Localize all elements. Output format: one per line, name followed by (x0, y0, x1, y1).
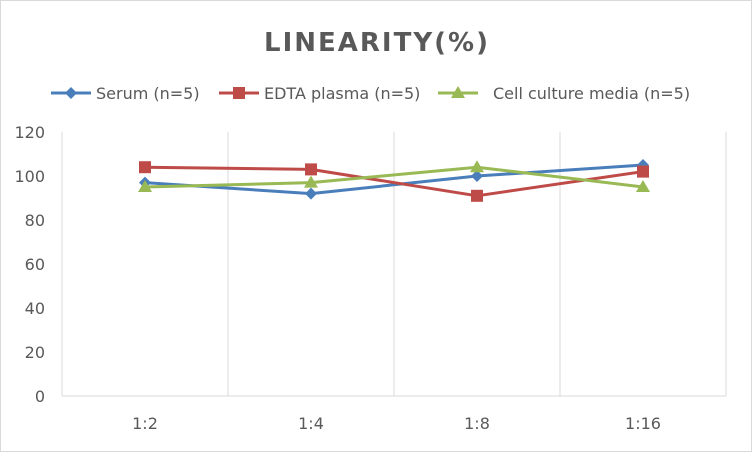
legend-label: Serum (n=5) (96, 84, 200, 103)
legend-label: EDTA plasma (n=5) (264, 84, 420, 103)
grid (61, 132, 727, 396)
legend: Serum (n=5) EDTA plasma (n=5) Cell culture… (51, 84, 690, 103)
data-point-square (637, 165, 649, 178)
data-point-square (233, 87, 245, 99)
series-1 (139, 161, 649, 202)
legend-item: EDTA plasma (n=5) (219, 84, 420, 103)
data-point-diamond (305, 187, 317, 200)
series-group (138, 159, 650, 202)
y-tick-label: 60 (25, 255, 45, 274)
data-point-diamond (65, 87, 77, 99)
series-line (144, 163, 644, 196)
series-line (144, 165, 644, 189)
data-point-triangle (636, 180, 650, 192)
data-point-triangle (470, 160, 484, 173)
chart-title: LINEARITY(%) (264, 28, 490, 58)
x-tick-label: 1:8 (464, 414, 490, 433)
y-tick-label: 100 (14, 167, 45, 186)
y-tick-label: 40 (25, 299, 45, 318)
data-point-square (305, 163, 317, 176)
legend-item: Cell culture media (n=5) (438, 84, 690, 103)
data-point-triangle (304, 175, 318, 188)
y-tick-label: 120 (14, 123, 45, 142)
legend-label: Cell culture media (n=5) (493, 84, 690, 103)
y-tick-label: 20 (25, 343, 45, 362)
y-tick-label: 0 (35, 387, 45, 406)
data-point-square (471, 189, 483, 202)
axes: 0 20 40 60 80 100 120 1:2 1:4 1:8 1:16 (14, 123, 726, 433)
series-2 (138, 160, 650, 192)
data-point-square (139, 161, 151, 174)
x-tick-label: 1:2 (132, 414, 158, 433)
data-point-triangle (138, 180, 152, 192)
legend-item: Serum (n=5) (51, 84, 200, 103)
data-point-triangle (451, 86, 465, 98)
x-tick-label: 1:4 (298, 414, 324, 433)
x-tick-label: 1:16 (625, 414, 661, 433)
series-line (144, 165, 644, 198)
data-point-diamond (471, 170, 483, 182)
y-tick-label: 80 (25, 211, 45, 230)
